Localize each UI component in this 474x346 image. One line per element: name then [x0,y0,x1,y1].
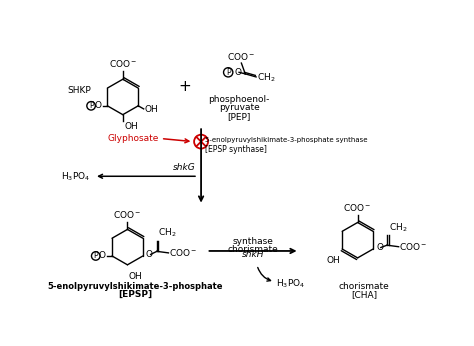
Text: H$_3$PO$_4$: H$_3$PO$_4$ [61,170,90,183]
Text: [PEP]: [PEP] [228,112,251,121]
Text: COO$^-$: COO$^-$ [227,51,255,62]
Text: +: + [178,79,191,94]
Text: OH: OH [145,105,158,114]
Text: 5-enolpyruvylshikimate-3-phosphate synthase: 5-enolpyruvylshikimate-3-phosphate synth… [205,137,367,143]
Text: pyruvate: pyruvate [219,103,259,112]
Text: P: P [226,68,230,77]
Text: O: O [376,243,383,252]
Text: COO$^-$: COO$^-$ [169,247,198,258]
Text: [EPSP]: [EPSP] [118,290,152,299]
Text: COO$^-$: COO$^-$ [109,58,137,69]
Text: [CHA]: [CHA] [351,290,377,299]
Text: chorismate: chorismate [338,282,389,291]
Text: COO$^-$: COO$^-$ [113,209,142,220]
Text: OH: OH [326,256,340,265]
Text: Glyphosate: Glyphosate [108,134,159,143]
Text: O: O [99,252,106,261]
Text: 5-enolpyruvylshikimate-3-phosphate: 5-enolpyruvylshikimate-3-phosphate [47,282,223,291]
Text: COO$^-$: COO$^-$ [400,241,428,252]
Text: O: O [94,101,101,110]
Text: SHKP: SHKP [67,86,91,95]
Text: OH: OH [128,272,142,281]
Text: synthase: synthase [233,237,273,246]
Text: O: O [235,68,241,77]
Text: COO$^-$: COO$^-$ [344,202,372,213]
Text: P: P [93,252,98,261]
Text: CH$_2$: CH$_2$ [158,227,177,239]
Text: P: P [89,101,93,110]
Text: chorismate: chorismate [228,245,278,254]
Text: shkH: shkH [242,250,264,259]
Text: O: O [146,250,153,259]
Text: shkG: shkG [173,163,195,172]
Text: CH$_2$: CH$_2$ [389,221,408,234]
Text: phosphoenol-: phosphoenol- [209,95,270,104]
Text: OH: OH [124,122,138,131]
Text: H$_3$PO$_4$: H$_3$PO$_4$ [276,278,306,290]
Text: CH$_2$: CH$_2$ [257,72,275,84]
Text: [EPSP synthase]: [EPSP synthase] [205,145,267,154]
